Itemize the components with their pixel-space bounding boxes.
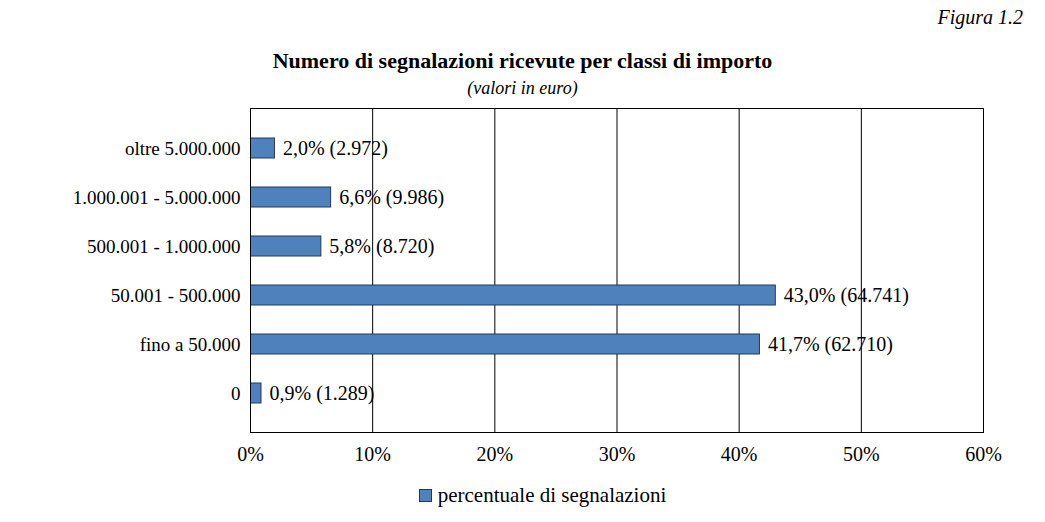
svg-text:30%: 30%: [599, 443, 636, 465]
svg-text:60%: 60%: [965, 443, 1002, 465]
html-text:Numero di segnalazioni ricevut: Numero di segnalazioni ricevute per clas…: [272, 48, 773, 73]
svg-text:50.001 - 500.000: 50.001 - 500.000: [111, 285, 241, 306]
svg-text:fino a 50.000: fino a 50.000: [140, 334, 241, 355]
svg-text:2,0% (2.972): 2,0% (2.972): [283, 137, 388, 160]
svg-text:0: 0: [231, 383, 241, 404]
svg-text:0,9% (1.289): 0,9% (1.289): [269, 382, 374, 405]
svg-text:20%: 20%: [476, 443, 513, 465]
svg-text:50%: 50%: [843, 443, 880, 465]
svg-text:10%: 10%: [354, 443, 391, 465]
svg-text:5,8% (8.720): 5,8% (8.720): [329, 235, 434, 258]
html-text:percentuale di segnalazioni: percentuale di segnalazioni: [437, 482, 667, 507]
svg-text:0%: 0%: [237, 443, 264, 465]
svg-text:40%: 40%: [721, 443, 758, 465]
svg-text:oltre 5.000.000: oltre 5.000.000: [125, 138, 241, 159]
html-text:Figura 1.2: Figura 1.2: [937, 6, 1023, 28]
svg-text:41,7% (62.710): 41,7% (62.710): [768, 333, 893, 356]
html-text:(valori in euro): (valori in euro): [467, 78, 578, 98]
svg-text:43,0% (64.741): 43,0% (64.741): [784, 284, 909, 307]
svg-text:6,6% (9.986): 6,6% (9.986): [339, 186, 444, 209]
svg-text:500.001 - 1.000.000: 500.001 - 1.000.000: [87, 236, 241, 257]
svg-text:1.000.001 - 5.000.000: 1.000.001 - 5.000.000: [73, 187, 241, 208]
